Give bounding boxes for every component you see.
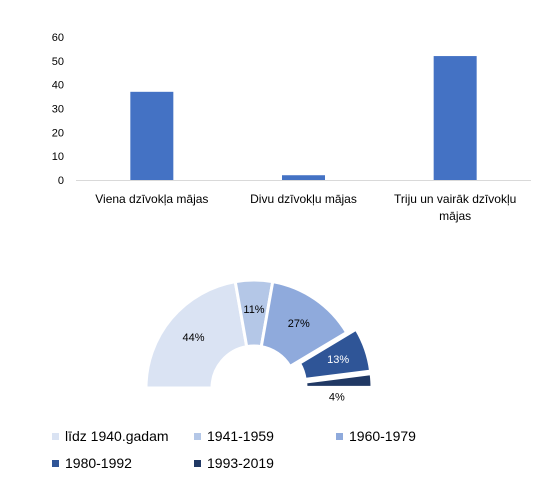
x-tick-label: Viena dzīvokļa mājas: [95, 192, 208, 206]
legend-label: līdz 1940.gadam: [65, 428, 169, 444]
legend-item: līdz 1940.gadam: [52, 428, 169, 444]
legend-item: 1941-1959: [194, 428, 274, 444]
bar: [282, 175, 325, 180]
y-tick-label: 60: [52, 32, 64, 44]
pie-slice: [303, 372, 374, 389]
legend-swatch: [194, 432, 201, 440]
semi-donut-chart: 44% 11% 27% 13% 4%: [144, 278, 374, 403]
bar-chart: 0 10 20 30 40 50 60 Viena dzīvokļa mājas Divu dz…: [52, 32, 531, 223]
legend-label: 1960-1979: [349, 428, 416, 444]
pie-slice: [144, 279, 249, 390]
pie-slice: [259, 279, 349, 369]
legend-item: 1980-1992: [52, 455, 132, 471]
y-tick-label: 20: [52, 127, 64, 139]
legend-item: 1993-2019: [194, 455, 274, 471]
pie-data-label: 11%: [243, 304, 264, 316]
y-tick-label: 10: [52, 151, 64, 163]
legend-swatch: [336, 432, 343, 440]
legend-swatch: [194, 459, 201, 467]
pie-slice: [297, 327, 373, 382]
bar: [433, 56, 477, 180]
x-tick-label: Divu dzīvokļu mājas: [250, 192, 357, 206]
legend-label: 1980-1992: [65, 455, 132, 471]
legend-swatch: [52, 432, 59, 440]
bar: [130, 91, 174, 180]
x-tick-label-line: Divu dzīvokļu mājas: [250, 192, 357, 206]
x-tick-label-line: Triju un vairāk dzīvokļu: [394, 192, 516, 206]
legend-swatch: [52, 459, 59, 467]
y-tick-label: 0: [58, 175, 64, 187]
x-tick-label-line: mājas: [439, 209, 471, 223]
y-tick-label: 40: [52, 80, 64, 92]
pie-data-label: 4%: [329, 391, 345, 403]
x-tick-label: Triju un vairāk dzīvokļu mājas: [394, 192, 516, 223]
pie-data-label: 13%: [327, 354, 349, 366]
legend-label: 1993-2019: [207, 455, 274, 471]
pie-data-label: 27%: [288, 318, 310, 330]
legend-label: 1941-1959: [207, 428, 274, 444]
x-tick-label-line: Viena dzīvokļa mājas: [95, 192, 208, 206]
y-tick-label: 30: [52, 104, 64, 116]
y-tick-label: 50: [52, 56, 64, 68]
pie-data-label: 44%: [182, 332, 204, 344]
legend-item: 1960-1979: [336, 428, 416, 444]
